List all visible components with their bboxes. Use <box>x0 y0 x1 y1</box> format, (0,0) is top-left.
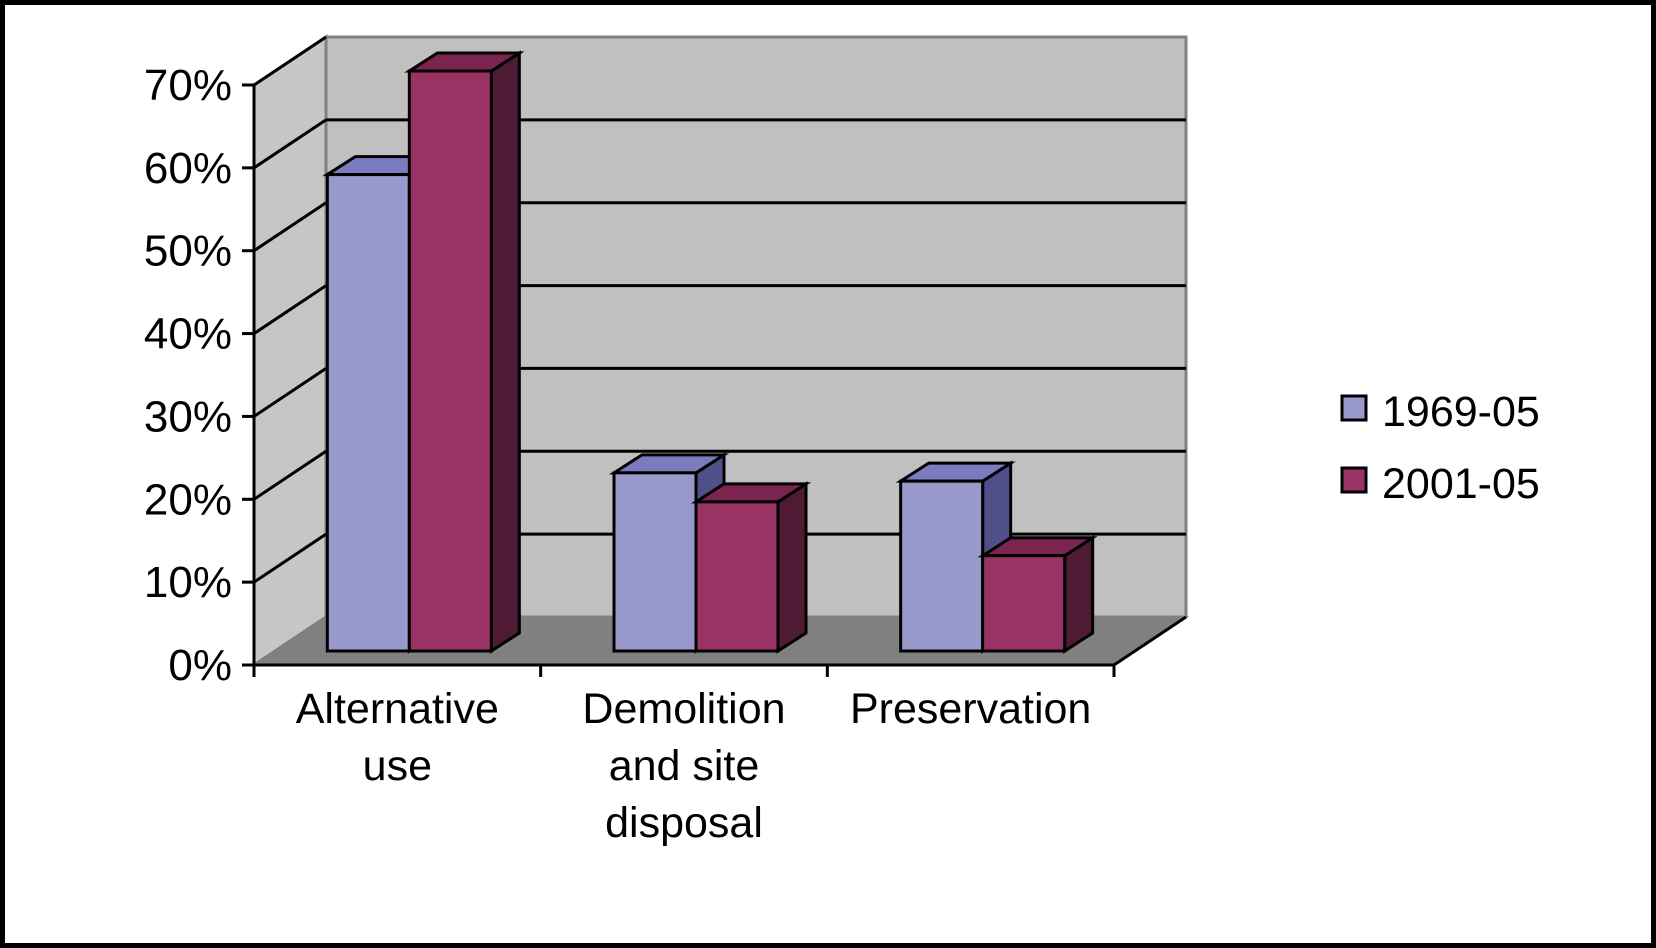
x-category-label: Preservation <box>850 685 1091 733</box>
y-tick-label: 10% <box>144 558 232 607</box>
gridline-side <box>253 367 327 418</box>
x-category-label: Alternative use <box>296 685 499 790</box>
bar-side-face <box>776 481 808 654</box>
bar-2001-05-1[interactable] <box>690 481 812 654</box>
legend-swatch-2001-05 <box>1340 466 1368 494</box>
x-category-label-line: use <box>363 742 432 790</box>
floor-edge-line <box>1113 615 1187 667</box>
bar-2001-05-2[interactable] <box>977 534 1098 654</box>
bar-front-face <box>325 173 411 653</box>
y-tick-label: 40% <box>144 310 232 359</box>
bar-front-face <box>694 500 780 653</box>
x-category-label: Demolition and site disposal <box>582 685 785 847</box>
bar-2001-05-0[interactable] <box>404 50 525 654</box>
legend-swatch-1969-05 <box>1340 394 1368 422</box>
bar-chart-3d: 0% 10% 20% 30% 40% 50% 60% 70% Alternative use De… <box>144 34 1540 847</box>
bar-front-face <box>981 554 1067 653</box>
bar-front-face <box>612 471 698 653</box>
x-category-label-line: Alternative <box>296 685 499 733</box>
legend-label-1969-05: 1969-05 <box>1382 388 1540 436</box>
gridline-side <box>253 532 327 584</box>
legend-label-2001-05: 2001-05 <box>1382 460 1540 508</box>
bar-front-face <box>407 69 493 653</box>
gridline-side <box>253 118 327 170</box>
x-category-label-line: disposal <box>605 799 763 847</box>
x-category-label-line: Demolition <box>582 685 785 733</box>
y-tick-label: 30% <box>144 392 232 441</box>
y-tick-label: 20% <box>144 475 232 524</box>
y-tick-label: 60% <box>144 144 232 193</box>
x-category-label-line: and site <box>609 742 760 790</box>
y-tick-label: 50% <box>144 227 232 276</box>
bar-front-face <box>899 479 985 653</box>
gridline-side <box>253 284 327 335</box>
gridline-side <box>253 201 327 252</box>
side-wall <box>252 34 328 668</box>
y-tick-label: 70% <box>144 61 232 110</box>
gridline-side <box>253 450 327 501</box>
bar-side-face <box>489 50 521 654</box>
gridline-side <box>253 35 327 87</box>
x-category-label-line: Preservation <box>850 685 1091 733</box>
y-tick-label: 0% <box>168 641 232 690</box>
